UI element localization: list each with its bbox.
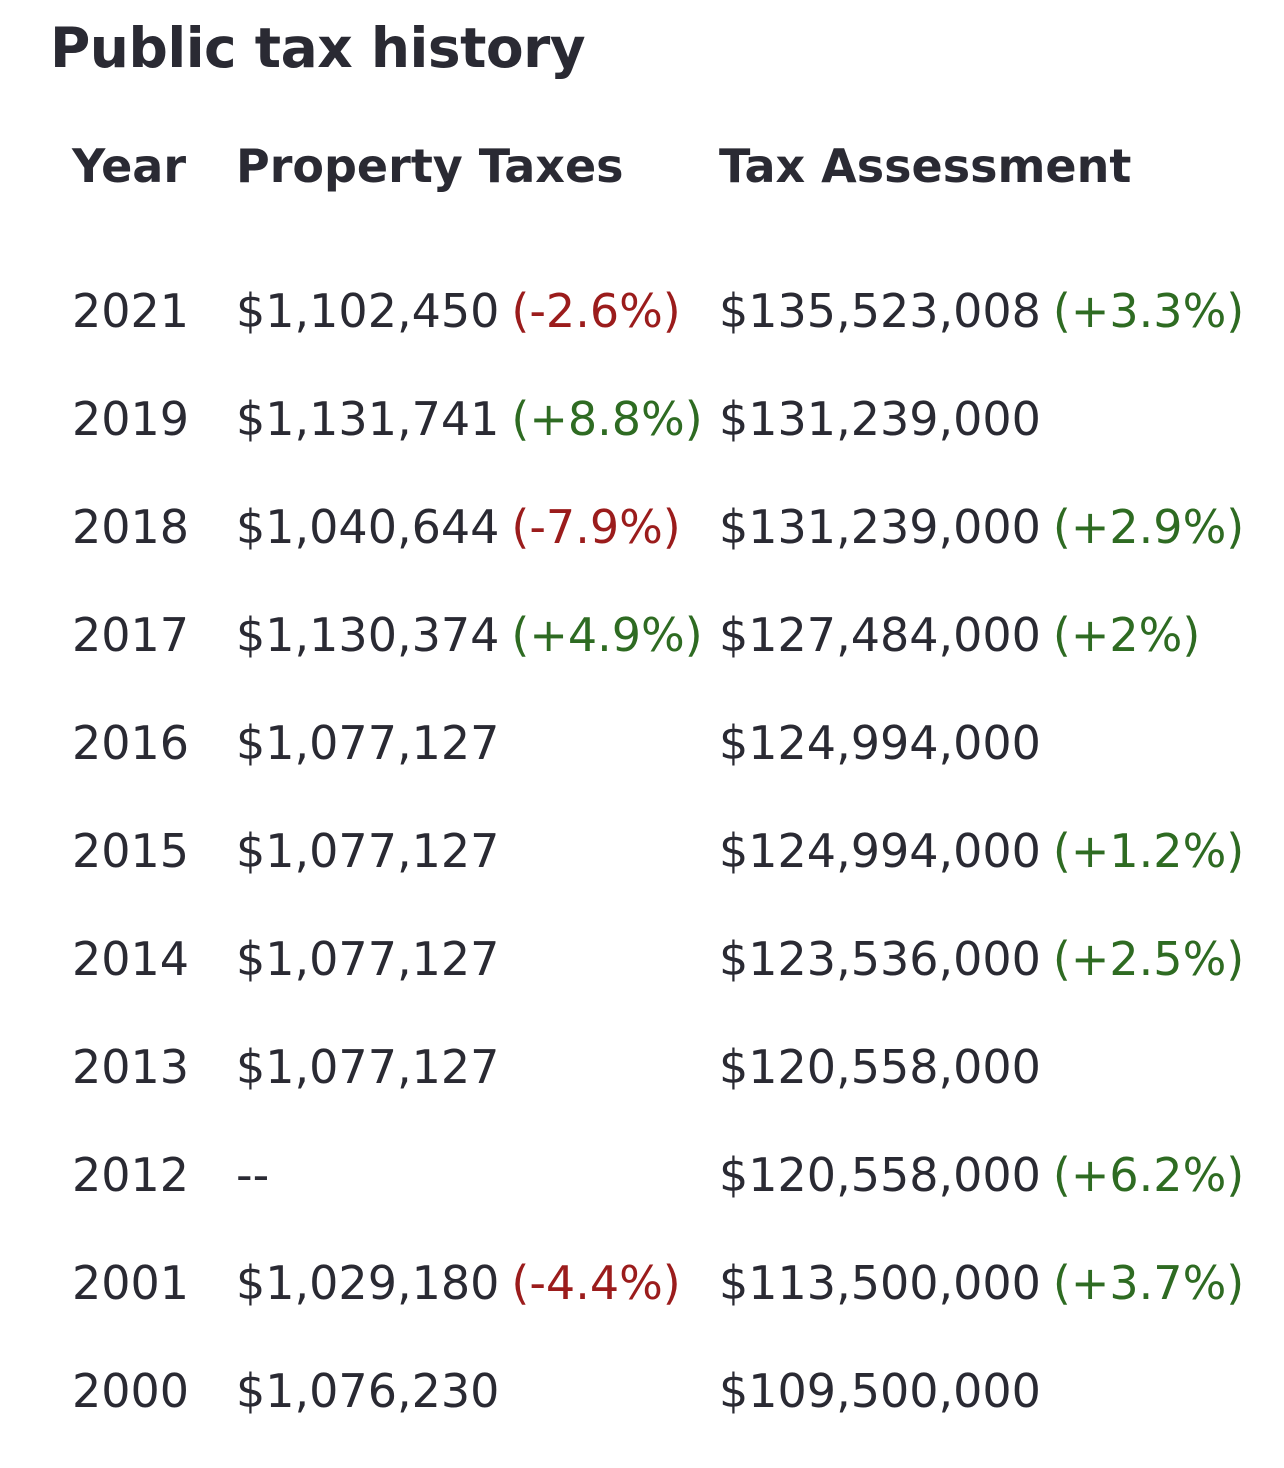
table-row: 2014 $1,077,127 $123,536,000 (+2.5%) [72, 923, 1272, 995]
year-cell: 2017 [72, 608, 190, 662]
property-taxes-cell: $1,077,127 [236, 815, 499, 887]
tax-assessment-cell: $123,536,000 (+2.5%) [719, 923, 1244, 995]
tax-assessment-cell: $124,994,000 [719, 707, 1041, 779]
property-tax-change: (-7.9%) [511, 500, 681, 554]
table-header: Year Property Taxes Tax Assessment [72, 130, 1272, 202]
year-cell: 2021 [72, 284, 190, 338]
tax-assessment-value: $113,500,000 [719, 1256, 1041, 1310]
property-tax-value: $1,077,127 [236, 932, 500, 986]
tax-assessment-value: $124,994,000 [719, 716, 1041, 770]
property-tax-value: $1,102,450 [236, 284, 500, 338]
property-taxes-cell: $1,077,127 [236, 923, 499, 995]
column-header-tax-assessment: Tax Assessment [719, 139, 1132, 193]
property-taxes-cell: $1,130,374 (+4.9%) [236, 599, 703, 671]
tax-assessment-value: $127,484,000 [719, 608, 1041, 662]
property-taxes-cell: $1,077,127 [236, 1031, 499, 1103]
tax-assessment-cell: $124,994,000 (+1.2%) [719, 815, 1244, 887]
tax-assessment-change: (+3.7%) [1052, 1256, 1245, 1310]
tax-assessment-cell: $131,239,000 (+2.9%) [719, 491, 1244, 563]
tax-assessment-change: (+2.9%) [1052, 500, 1245, 554]
property-tax-change: (-2.6%) [511, 284, 681, 338]
tax-assessment-value: $120,558,000 [719, 1148, 1041, 1202]
property-tax-value: $1,029,180 [236, 1256, 500, 1310]
table-row: 2018 $1,040,644 (-7.9%) $131,239,000 (+2.9%) [72, 491, 1272, 563]
column-header-property-taxes: Property Taxes [236, 139, 624, 193]
tax-assessment-change: (+3.3%) [1052, 284, 1245, 338]
property-tax-value: $1,076,230 [236, 1364, 500, 1418]
year-cell: 2014 [72, 932, 190, 986]
year-cell: 2013 [72, 1040, 190, 1094]
property-tax-value: -- [236, 1148, 270, 1202]
tax-assessment-cell: $120,558,000 [719, 1031, 1041, 1103]
year-cell: 2012 [72, 1148, 190, 1202]
property-taxes-cell: $1,102,450 (-2.6%) [236, 275, 681, 347]
tax-assessment-cell: $109,500,000 [719, 1355, 1041, 1427]
property-tax-value: $1,077,127 [236, 716, 500, 770]
table-row: 2016 $1,077,127 $124,994,000 [72, 707, 1272, 779]
tax-assessment-value: $123,536,000 [719, 932, 1041, 986]
property-taxes-cell: -- [236, 1139, 269, 1211]
property-taxes-cell: $1,040,644 (-7.9%) [236, 491, 681, 563]
tax-assessment-value: $135,523,008 [719, 284, 1041, 338]
property-tax-change: (-4.4%) [511, 1256, 681, 1310]
tax-assessment-cell: $127,484,000 (+2%) [719, 599, 1200, 671]
property-taxes-cell: $1,077,127 [236, 707, 499, 779]
tax-assessment-change: (+2%) [1052, 608, 1201, 662]
property-tax-value: $1,040,644 [236, 500, 500, 554]
table-row: 2013 $1,077,127 $120,558,000 [72, 1031, 1272, 1103]
tax-assessment-change: (+6.2%) [1052, 1148, 1245, 1202]
property-taxes-cell: $1,131,741 (+8.8%) [236, 383, 703, 455]
property-tax-value: $1,077,127 [236, 1040, 500, 1094]
property-tax-value: $1,131,741 [236, 392, 500, 446]
table-row: 2012 -- $120,558,000 (+6.2%) [72, 1139, 1272, 1211]
tax-assessment-value: $131,239,000 [719, 392, 1041, 446]
tax-assessment-change: (+1.2%) [1052, 824, 1245, 878]
year-cell: 2001 [72, 1256, 190, 1310]
tax-assessment-cell: $113,500,000 (+3.7%) [719, 1247, 1244, 1319]
tax-assessment-cell: $120,558,000 (+6.2%) [719, 1139, 1244, 1211]
table-row: 2000 $1,076,230 $109,500,000 [72, 1355, 1272, 1427]
property-taxes-cell: $1,076,230 [236, 1355, 499, 1427]
table-row: 2019 $1,131,741 (+8.8%) $131,239,000 [72, 383, 1272, 455]
property-taxes-cell: $1,029,180 (-4.4%) [236, 1247, 681, 1319]
property-tax-change: (+4.9%) [511, 608, 703, 662]
column-header-year: Year [72, 139, 187, 193]
table-row: 2015 $1,077,127 $124,994,000 (+1.2%) [72, 815, 1272, 887]
year-cell: 2000 [72, 1364, 190, 1418]
tax-assessment-value: $131,239,000 [719, 500, 1041, 554]
table-row: 2001 $1,029,180 (-4.4%) $113,500,000 (+3.7%) [72, 1247, 1272, 1319]
tax-assessment-value: $109,500,000 [719, 1364, 1041, 1418]
page-title: Public tax history [50, 16, 586, 80]
year-cell: 2018 [72, 500, 190, 554]
year-cell: 2015 [72, 824, 190, 878]
tax-assessment-value: $124,994,000 [719, 824, 1041, 878]
year-cell: 2019 [72, 392, 190, 446]
property-tax-value: $1,130,374 [236, 608, 500, 662]
property-tax-value: $1,077,127 [236, 824, 500, 878]
table-row: 2017 $1,130,374 (+4.9%) $127,484,000 (+2%) [72, 599, 1272, 671]
tax-assessment-cell: $131,239,000 [719, 383, 1041, 455]
year-cell: 2016 [72, 716, 190, 770]
tax-assessment-cell: $135,523,008 (+3.3%) [719, 275, 1244, 347]
tax-assessment-value: $120,558,000 [719, 1040, 1041, 1094]
table-row: 2021 $1,102,450 (-2.6%) $135,523,008 (+3.3%) [72, 275, 1272, 347]
tax-assessment-change: (+2.5%) [1052, 932, 1245, 986]
property-tax-change: (+8.8%) [511, 392, 703, 446]
